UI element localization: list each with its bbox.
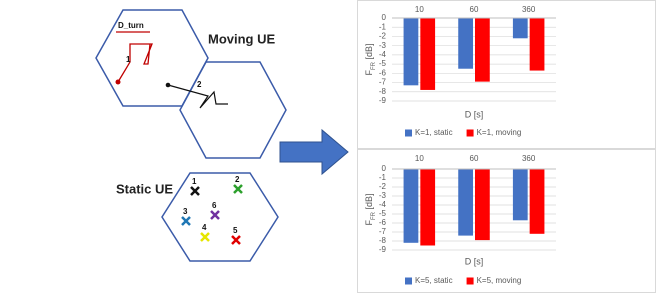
bar [458,169,473,236]
bar [529,18,545,71]
y-axis-label-part: FR [371,61,377,70]
legend-swatch [466,277,474,285]
bar [475,18,490,82]
static-title: Static UE [116,181,173,196]
d-turn-label: D_turn [118,21,144,30]
y-tick-label: -6 [379,68,387,77]
x-tick-label: 10 [415,5,424,14]
ue-cross [190,186,200,196]
bar [403,169,419,243]
legend-label: K=1, static [415,128,453,137]
legend-label: K=5, static [415,276,453,285]
legend-swatch [405,129,412,137]
y-axis-label: FFR [dB] [364,193,376,225]
x-axis-label: D [s] [465,109,484,119]
ue-cross [233,184,243,194]
bar [403,18,419,86]
y-tick-label: 0 [382,13,387,22]
legend-swatch [466,129,474,137]
moving-diagram [95,9,287,159]
ue-label: 6 [212,201,217,210]
y-axis-label-part: F [364,70,374,76]
ue-cross [210,210,220,220]
bar [475,169,490,241]
y-tick-label: -8 [379,87,387,96]
y-axis-label-part: F [364,220,374,226]
y-tick-label: -3 [379,191,387,200]
y-axis-label-part: FR [371,211,377,220]
y-axis-label-part: [dB] [364,43,374,62]
ue-cross [181,216,191,226]
path-2 [167,84,228,109]
y-tick-label: -3 [379,41,387,50]
bar [512,18,528,39]
y-tick-label: -5 [379,209,387,218]
y-tick-label: -4 [379,50,387,59]
y-tick-label: -1 [379,173,387,182]
y-tick-label: 0 [382,164,387,173]
x-tick-label: 60 [470,5,479,14]
bar [420,18,436,90]
start-dot [165,82,171,88]
chart-panel [357,0,656,149]
bar [420,169,436,246]
y-tick-label: -7 [379,78,387,87]
hexagon [161,172,279,262]
y-tick-label: -9 [379,96,387,105]
x-axis-label: D [s] [465,256,484,266]
y-tick-label: -5 [379,59,387,68]
y-tick-label: -9 [379,245,387,254]
path-1 [116,31,153,83]
x-tick-label: 360 [522,154,536,163]
arrow [279,128,349,176]
y-tick-label: -2 [379,32,387,41]
legend-label: K=5, moving [477,276,522,285]
path-label: 1 [126,55,131,64]
ue-label: 2 [235,175,240,184]
ue-cross [200,232,210,242]
moving-title: Moving UE [208,31,275,46]
ue-label: 3 [183,207,188,216]
chart-panel [357,149,656,293]
ue-cross [231,235,241,245]
y-axis-label-part: [dB] [364,193,374,212]
y-axis-label: FFR [dB] [364,43,376,75]
bar [512,169,528,221]
x-tick-label: 360 [522,5,536,14]
y-tick-label: -2 [379,182,387,191]
ue-label: 5 [233,226,238,235]
path-label: 2 [197,80,202,89]
start-dot [115,79,121,85]
y-tick-label: -8 [379,236,387,245]
x-tick-label: 60 [470,154,479,163]
hexagon [179,61,287,159]
ue-label: 4 [202,223,207,232]
legend-label: K=1, moving [477,128,522,137]
legend-swatch [405,277,412,285]
x-tick-label: 10 [415,154,424,163]
bar [458,18,473,69]
y-tick-label: -1 [379,22,387,31]
bar [529,169,545,234]
y-tick-label: -6 [379,218,387,227]
y-tick-label: -4 [379,200,387,209]
y-tick-label: -7 [379,227,387,236]
ue-label: 1 [192,177,197,186]
